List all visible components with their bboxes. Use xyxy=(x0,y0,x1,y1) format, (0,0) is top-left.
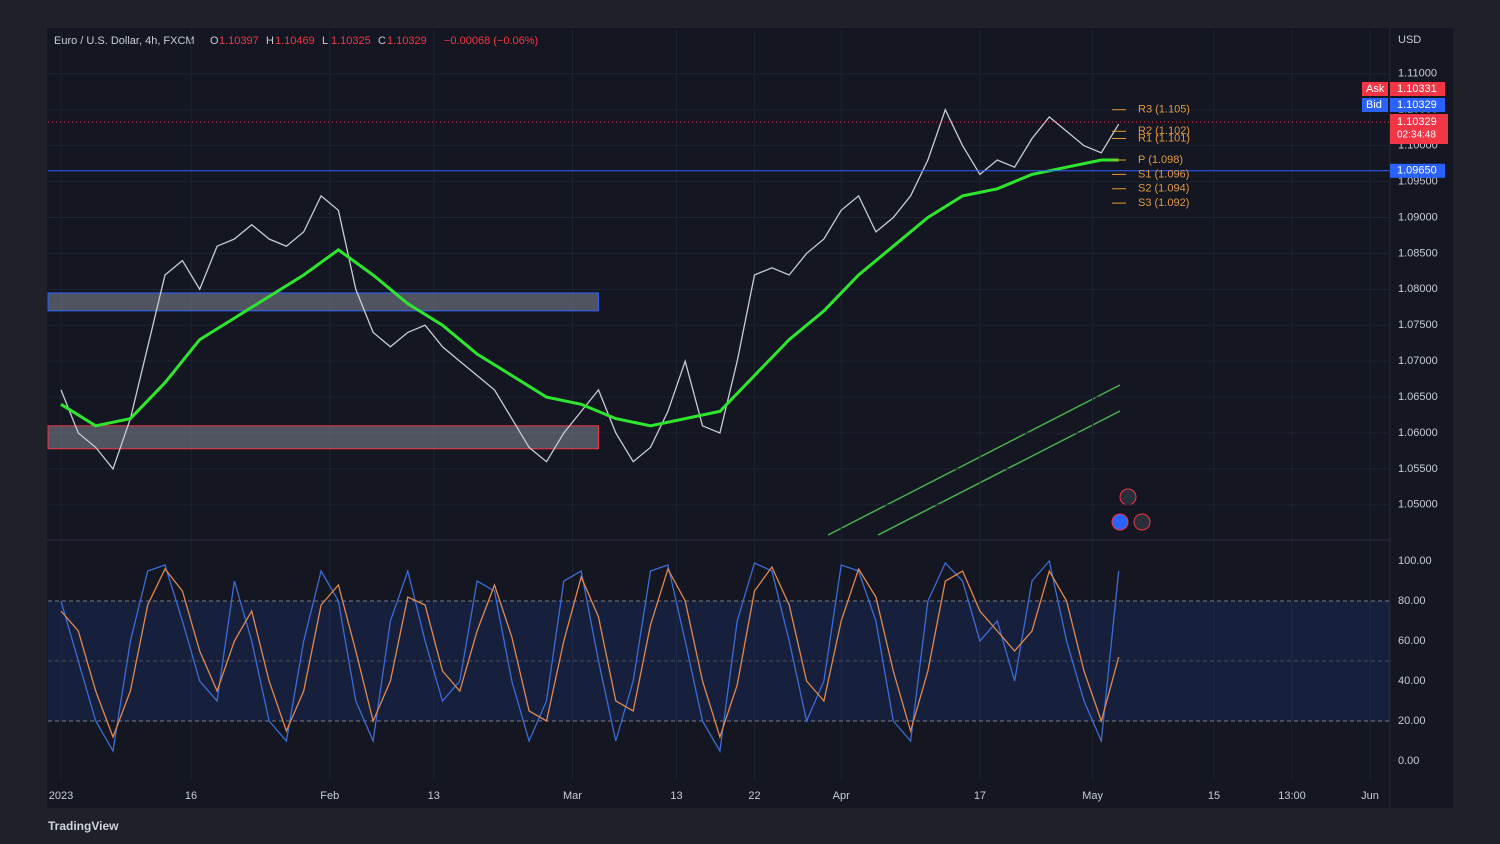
x-tick-label: 2023 xyxy=(49,790,73,802)
event-icon[interactable] xyxy=(1111,513,1129,531)
pivot-label: R3 (1.105) xyxy=(1138,104,1190,116)
zone xyxy=(47,292,599,312)
chart-frame xyxy=(47,28,1453,808)
bid-key-tag xyxy=(1362,98,1388,112)
ohlc-value: 1.10397 xyxy=(219,35,259,47)
ohlc-key: O xyxy=(210,35,219,47)
y-tick-label: 1.06000 xyxy=(1398,427,1438,439)
last-price-tag xyxy=(1390,114,1448,145)
x-tick-label: Jun xyxy=(1361,790,1379,802)
currency: USD xyxy=(1398,34,1421,46)
ohlc-key: H xyxy=(266,35,274,47)
series-line xyxy=(60,559,1120,753)
pivot-label: S2 (1.094) xyxy=(1138,183,1189,195)
y-tick-label: 100.00 xyxy=(1398,555,1432,567)
x-tick-label: Apr xyxy=(833,790,850,802)
brand: TradingView xyxy=(48,819,119,833)
series-line xyxy=(60,158,1119,428)
x-tick-label: 13:00 xyxy=(1278,790,1306,802)
x-tick-label: 13 xyxy=(428,790,440,802)
bid-label: 1.10329 xyxy=(1397,99,1437,111)
ohlc-value: 1.10329 xyxy=(387,35,427,47)
x-tick-label: 17 xyxy=(974,790,986,802)
pivot-label: R1 (1.101) xyxy=(1138,132,1190,144)
level-tag xyxy=(1390,163,1445,178)
ask-tag xyxy=(1390,82,1445,96)
y-tick-label: 1.09000 xyxy=(1398,211,1438,223)
x-tick-label: May xyxy=(1082,790,1103,802)
pivot-label: S3 (1.092) xyxy=(1138,197,1189,209)
y-tick-label: 1.06500 xyxy=(1398,391,1438,403)
ohlc-value: 1.10469 xyxy=(275,35,315,47)
ohlc-value: 1.10325 xyxy=(331,35,371,47)
y-tick-label: 1.07000 xyxy=(1398,355,1438,367)
channel-line xyxy=(827,384,1121,536)
ask-key-tag xyxy=(1362,82,1388,96)
bid-tag xyxy=(1390,98,1445,112)
y-tick-label: 60.00 xyxy=(1398,635,1426,647)
pivot-label: S1 (1.096) xyxy=(1138,168,1189,180)
y-tick-label: 80.00 xyxy=(1398,595,1426,607)
event-icon[interactable] xyxy=(1133,513,1151,531)
y-tick-label: 1.09500 xyxy=(1398,175,1438,187)
event-icon[interactable] xyxy=(1119,488,1137,506)
level-tag-label: 1.09650 xyxy=(1397,165,1437,177)
price-change: −0.00068 (−0.06%) xyxy=(444,35,538,47)
ohlc-key: L xyxy=(322,35,328,47)
x-tick-label: 22 xyxy=(748,790,760,802)
y-tick-label: 1.05000 xyxy=(1398,499,1438,511)
channel-line xyxy=(877,410,1121,536)
ask-label: 1.10331 xyxy=(1397,83,1437,95)
x-tick-label: 15 xyxy=(1208,790,1220,802)
series-line xyxy=(60,107,1120,471)
x-tick-label: 16 xyxy=(185,790,197,802)
x-tick-label: Mar xyxy=(563,790,582,802)
x-tick-label: 13 xyxy=(670,790,682,802)
y-tick-label: 1.08000 xyxy=(1398,283,1438,295)
y-tick-label: 1.07500 xyxy=(1398,319,1438,331)
y-tick-label: 1.08500 xyxy=(1398,247,1438,259)
series-line xyxy=(60,565,1120,740)
zone xyxy=(47,425,599,450)
last-price-label: 1.10329 xyxy=(1397,116,1437,128)
y-tick-label: 1.11000 xyxy=(1398,68,1437,80)
ohlc-key: C xyxy=(378,35,386,47)
y-tick-label: 40.00 xyxy=(1398,675,1426,687)
overbought-band xyxy=(48,601,1390,721)
bid-key: Bid xyxy=(1366,99,1382,111)
pivot-label: P (1.098) xyxy=(1138,154,1183,166)
countdown: 02:34:48 xyxy=(1397,130,1436,141)
x-tick-label: Feb xyxy=(320,790,339,802)
pivot-label: R2 (1.102) xyxy=(1138,125,1190,137)
y-tick-label: 20.00 xyxy=(1398,715,1426,727)
symbol-title: Euro / U.S. Dollar, 4h, FXCM xyxy=(54,35,195,47)
y-tick-label: 0.00 xyxy=(1398,755,1419,767)
ask-key: Ask xyxy=(1366,83,1385,95)
y-tick-label: 1.05500 xyxy=(1398,463,1438,475)
